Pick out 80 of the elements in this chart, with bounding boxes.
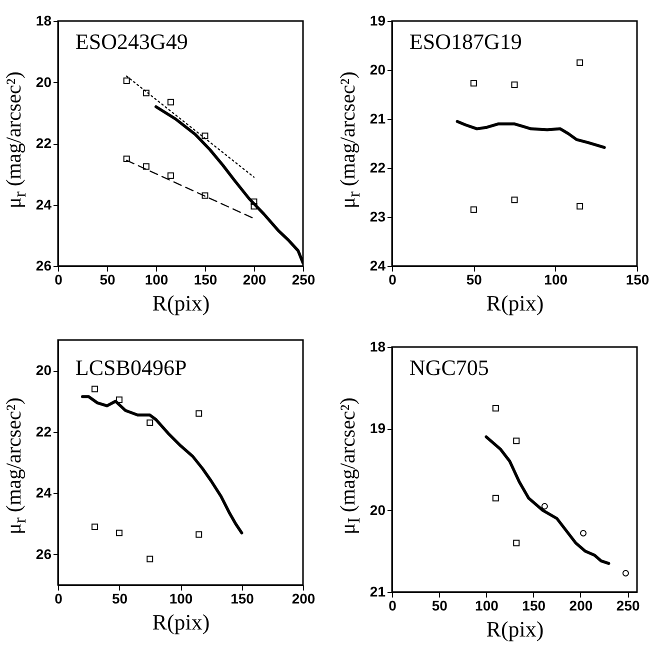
x-tick-label: 100 (475, 598, 499, 614)
point (513, 438, 520, 444)
y-tick-label: 21 (370, 110, 386, 126)
x-tick-label: 100 (544, 272, 568, 288)
point (511, 81, 518, 88)
point (116, 396, 122, 403)
point (123, 156, 130, 162)
x-tick-label: 50 (432, 598, 448, 614)
x-tick-label: 150 (230, 590, 254, 606)
x-tick-label: 150 (194, 272, 218, 288)
point (92, 524, 98, 530)
y-tick-label: 20 (36, 74, 52, 90)
x-tick-label: 200 (242, 272, 266, 288)
y-tick-label: 26 (36, 258, 52, 274)
x-tick-label: 0 (388, 598, 397, 614)
x-tick-label: 0 (388, 272, 397, 288)
point (576, 59, 584, 66)
x-tick-label: 200 (569, 598, 593, 614)
point (622, 570, 629, 576)
x-tick-label: 50 (466, 272, 482, 288)
point (492, 405, 499, 412)
x-tick-label: 150 (522, 598, 546, 614)
point (202, 192, 208, 199)
point (470, 80, 477, 86)
point (167, 172, 174, 179)
y-tick-label: 19 (370, 12, 386, 28)
y-tick-label: 22 (36, 423, 52, 440)
point (576, 202, 584, 210)
text: LCSB0496P (75, 355, 187, 380)
y-tick-label: 22 (370, 160, 386, 176)
point (92, 386, 98, 392)
point (513, 540, 520, 546)
x-axis-title: R(pix) (152, 610, 210, 634)
y-tick-label: 18 (370, 338, 386, 354)
y-tick-label: 18 (36, 12, 52, 28)
x-tick-label: 250 (292, 272, 316, 288)
point (202, 132, 208, 140)
point (580, 530, 587, 536)
x-axis-title: R(pix) (486, 616, 544, 642)
x-tick-label: 100 (144, 272, 168, 288)
y-tick-label: 20 (370, 62, 386, 78)
point (146, 556, 154, 562)
line-series (484, 435, 610, 565)
chart-title: ESO243G49 (75, 29, 188, 54)
x-axis-title: R(pix) (486, 290, 544, 316)
point (142, 163, 150, 170)
x-tick-label: 50 (100, 272, 116, 288)
chart-title: ESO187G19 (409, 29, 522, 54)
y-tick-label: 24 (36, 196, 52, 212)
y-tick-label: 20 (370, 502, 386, 518)
y-tick-label: 22 (36, 135, 52, 151)
x-tick-label: 250 (616, 598, 640, 614)
point (167, 98, 174, 106)
point (142, 90, 150, 96)
y-tick-label: 19 (370, 420, 386, 436)
point (146, 419, 154, 426)
chart-title: NGC705 (409, 355, 489, 380)
line-series (456, 120, 606, 149)
point (196, 531, 202, 538)
y-tick-label: 23 (370, 208, 386, 224)
y-tick-label: 21 (370, 584, 386, 600)
line-series (81, 395, 244, 534)
point (123, 77, 130, 84)
y-tick-label: 26 (36, 546, 52, 562)
y-tick-label: 24 (370, 258, 386, 274)
point (541, 503, 548, 510)
x-tick-label: 150 (626, 272, 650, 288)
y-tick-label: 24 (36, 484, 52, 501)
x-tick-label: 50 (112, 590, 128, 606)
point (196, 410, 202, 417)
x-tick-label: 0 (54, 590, 63, 606)
point (511, 196, 518, 204)
point (492, 494, 499, 502)
point (470, 206, 477, 213)
x-tick-label: 100 (169, 590, 193, 606)
x-tick-label: 0 (54, 272, 63, 288)
x-tick-label: 200 (292, 590, 316, 606)
x-axis-title: R(pix) (152, 290, 210, 316)
point (116, 530, 122, 536)
y-tick-label: 20 (36, 362, 52, 378)
